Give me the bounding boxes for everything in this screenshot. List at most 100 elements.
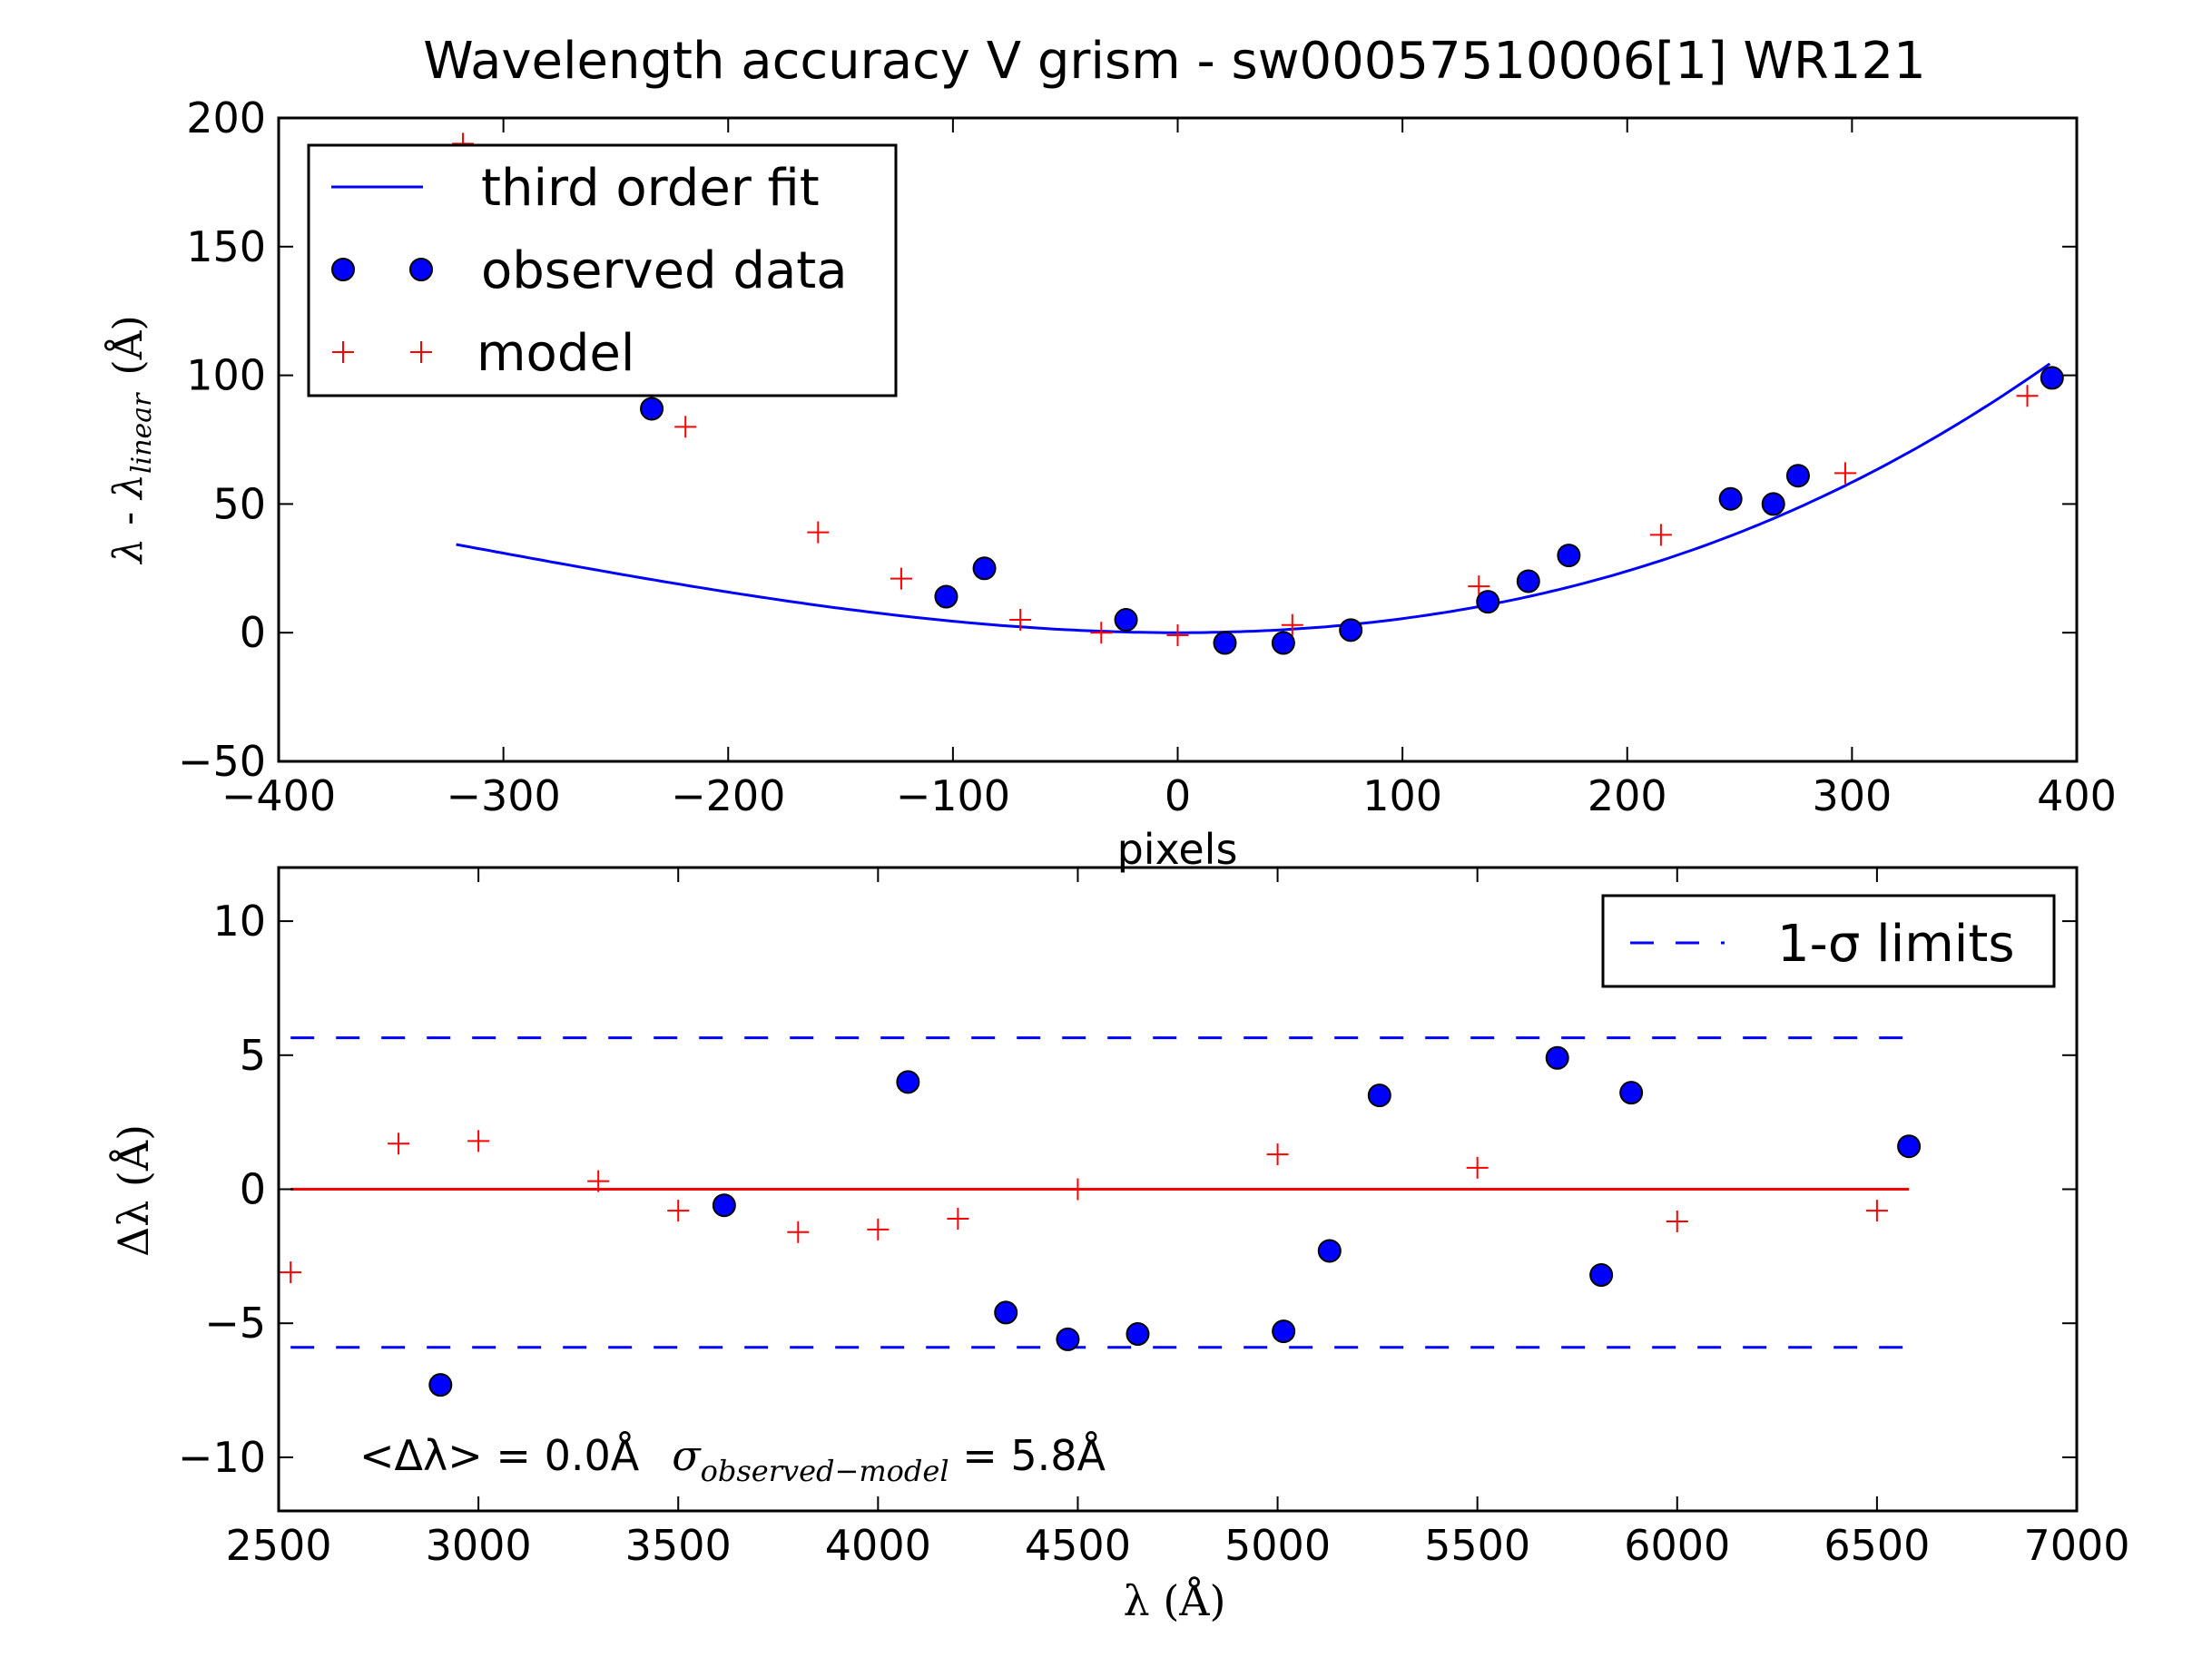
observed-point	[428, 1373, 453, 1397]
legend-observed-label: observed data	[481, 241, 848, 300]
legend-fit-label: third order fit	[481, 159, 820, 218]
observed-point	[1718, 486, 1743, 511]
sigma-subscript: observed−model	[701, 1454, 949, 1488]
observed-point	[994, 1300, 1018, 1325]
top-x-tick-label: 0	[1165, 771, 1191, 820]
observed-point	[1557, 544, 1581, 568]
model-point	[947, 1207, 969, 1230]
top-x-tick-label: −200	[671, 771, 785, 820]
observed-point	[1545, 1045, 1569, 1070]
top-x-tick-label: −300	[446, 771, 560, 820]
observed-point	[1761, 492, 1785, 516]
model-point	[1266, 1143, 1289, 1166]
observed-point	[896, 1070, 920, 1094]
top-series-layer	[452, 132, 2064, 655]
top-plot-area	[452, 132, 2064, 655]
legend-model-label: model	[477, 324, 634, 383]
model-point	[787, 1221, 810, 1243]
top-axes-frame	[277, 116, 2079, 763]
top-y-tick-label: 0	[240, 608, 266, 657]
observed-point	[1056, 1327, 1080, 1351]
bottom-y-tick-label: 10	[212, 897, 266, 946]
bottom-series-layer	[280, 1036, 1922, 1397]
bottom-x-tick-label: 4000	[825, 1521, 931, 1570]
observed-point	[1589, 1263, 1614, 1288]
bottom-legend: 1-σ limits	[1601, 894, 2056, 988]
observed-point	[1339, 618, 1363, 642]
top-y-tick-label: 50	[212, 479, 266, 528]
observed-point	[1272, 1319, 1296, 1344]
bottom-legend-box	[1601, 894, 2056, 988]
observed-point	[1271, 631, 1295, 655]
top-x-tick-label: 100	[1362, 771, 1442, 820]
bottom-plot-area	[280, 1036, 1922, 1397]
observed-point	[1516, 569, 1540, 593]
observed-point	[640, 397, 664, 421]
third-order-fit-line	[456, 362, 2051, 634]
model-point	[1666, 1210, 1688, 1232]
observed-point	[1619, 1081, 1644, 1105]
chart-title: Wavelength accuracy V grism - sw00057510…	[423, 32, 1925, 91]
model-point	[2016, 385, 2039, 407]
observed-point	[1317, 1239, 1342, 1263]
top-y-tick-label: 150	[186, 222, 266, 271]
top-panel: −400 −300 −200 −100 0 100 200 300 400 −50 0 50 100 15…	[103, 93, 2117, 874]
bottom-x-tick-label: 6500	[1824, 1521, 1930, 1570]
bottom-tick-labels: 2500 3000 3500 4000 4500 5000 5500 6000 6500 7000…	[178, 897, 2130, 1570]
top-x-tick-label: 400	[2037, 771, 2117, 820]
observed-point	[712, 1193, 736, 1218]
bottom-y-tick-label: 0	[240, 1165, 266, 1214]
top-x-tick-label: 200	[1588, 771, 1667, 820]
legend-observed-marker	[331, 258, 355, 281]
model-point	[1466, 1156, 1489, 1179]
model-point	[587, 1170, 610, 1192]
observed-point	[1476, 590, 1500, 614]
bottom-x-tick-label: 7000	[2023, 1521, 2129, 1570]
top-legend: third order fit observed data model	[307, 143, 898, 397]
model-point	[1468, 575, 1490, 598]
top-y-tick-label: 200	[186, 93, 266, 142]
sigma-value: = 5.8Å	[949, 1431, 1106, 1480]
model-point	[667, 1200, 690, 1222]
bottom-y-tick-label: −5	[204, 1299, 266, 1348]
model-point	[1166, 624, 1189, 647]
bottom-x-tick-label: 4500	[1025, 1521, 1131, 1570]
model-point	[388, 1133, 410, 1155]
observed-point	[1213, 631, 1237, 655]
model-point	[867, 1218, 890, 1240]
top-x-axis-label: pixels	[1117, 825, 1238, 874]
model-point	[467, 1130, 490, 1152]
stats-annotation: <Δλ> = 0.0Å σobserved−model = 5.8Å	[359, 1431, 1106, 1488]
observed-point	[934, 584, 959, 609]
legend-model-marker	[332, 341, 354, 363]
legend-sigma-label: 1-σ limits	[1777, 915, 2015, 974]
top-x-tick-label: −100	[896, 771, 1010, 820]
model-point	[807, 521, 830, 544]
mean-text: <Δλ> = 0.0Å	[359, 1431, 640, 1480]
sigma-symbol: σ	[672, 1431, 702, 1480]
bottom-x-tick-label: 3500	[625, 1521, 732, 1570]
top-y-tick-label: 100	[186, 351, 266, 400]
model-point	[674, 416, 697, 438]
observed-point	[1367, 1084, 1391, 1108]
bottom-y-tick-label: −10	[178, 1433, 266, 1482]
model-point	[1281, 613, 1303, 636]
observed-point	[1126, 1322, 1150, 1347]
model-point	[890, 567, 912, 590]
model-point	[1009, 609, 1032, 632]
bottom-x-tick-label: 5500	[1424, 1521, 1530, 1570]
model-point	[1649, 524, 1672, 546]
bottom-x-tick-label: 2500	[225, 1521, 331, 1570]
legend-observed-marker	[409, 258, 433, 281]
bottom-panel: 2500 3000 3500 4000 4500 5000 5500 6000 6500 7000…	[108, 866, 2130, 1625]
bottom-x-axis-label: λ (Å)	[1124, 1575, 1226, 1625]
model-point	[1090, 622, 1113, 644]
model-point	[280, 1261, 302, 1284]
bottom-axes-frame	[277, 866, 2079, 1513]
bottom-x-tick-label: 5000	[1224, 1521, 1331, 1570]
bottom-y-tick-label: 5	[240, 1031, 266, 1080]
model-point	[1067, 1178, 1089, 1201]
top-x-tick-label: −400	[221, 771, 336, 820]
top-tick-labels: −400 −300 −200 −100 0 100 200 300 400 −50 0 50 100 15…	[178, 93, 2117, 820]
